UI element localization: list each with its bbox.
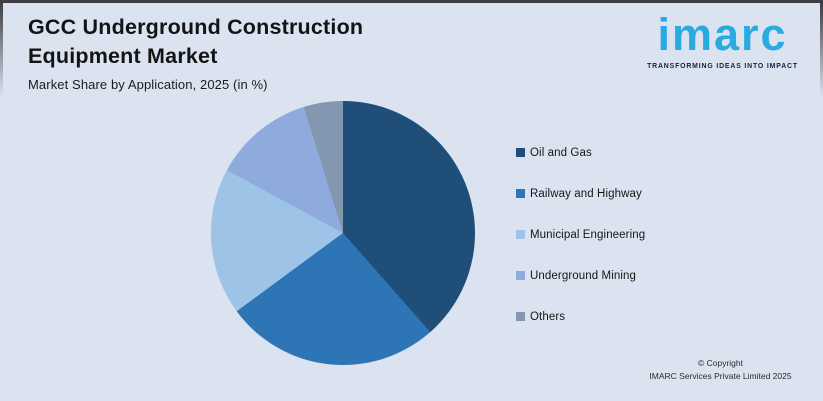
legend-label: Municipal Engineering bbox=[530, 228, 646, 241]
legend-item: Municipal Engineering bbox=[516, 214, 645, 255]
copyright-line1: © Copyright bbox=[697, 358, 743, 368]
chart-header: GCC Underground Construction Equipment M… bbox=[28, 13, 363, 92]
left-edge-shadow bbox=[0, 3, 3, 98]
legend-swatch bbox=[516, 271, 525, 280]
chart-subtitle: Market Share by Application, 2025 (in %) bbox=[28, 77, 268, 92]
legend-label: Oil and Gas bbox=[530, 146, 592, 159]
legend-label: Underground Mining bbox=[530, 269, 637, 282]
legend-swatch bbox=[516, 312, 525, 321]
legend-item: Underground Mining bbox=[516, 255, 645, 296]
right-edge-shadow bbox=[820, 3, 823, 98]
legend-swatch bbox=[516, 148, 525, 157]
chart-title: GCC Underground Construction Equipment M… bbox=[28, 13, 363, 71]
chart-title-line2: Equipment Market bbox=[28, 44, 218, 68]
copyright-line2: IMARC Services Private Limited 2025 bbox=[649, 371, 792, 381]
legend-item: Others bbox=[516, 296, 645, 337]
imarc-wordmark: imarc bbox=[657, 9, 788, 60]
legend: Oil and Gas Railway and Highway Municipal … bbox=[516, 132, 645, 337]
legend-item: Oil and Gas bbox=[516, 132, 645, 173]
legend-swatch bbox=[516, 189, 525, 198]
copyright-notice: © Copyright IMARC Services Private Limit… bbox=[618, 358, 823, 381]
legend-item: Railway and Highway bbox=[516, 173, 645, 214]
imarc-tagline: TRANSFORMING IDEAS INTO IMPACT bbox=[647, 63, 798, 70]
chart-title-line1: GCC Underground Construction bbox=[28, 15, 364, 39]
legend-swatch bbox=[516, 230, 525, 239]
legend-label: Railway and Highway bbox=[530, 187, 642, 200]
imarc-logo: imarc TRANSFORMING IDEAS INTO IMPACT bbox=[640, 5, 805, 70]
legend-label: Others bbox=[530, 310, 566, 323]
pie-chart bbox=[211, 101, 475, 365]
